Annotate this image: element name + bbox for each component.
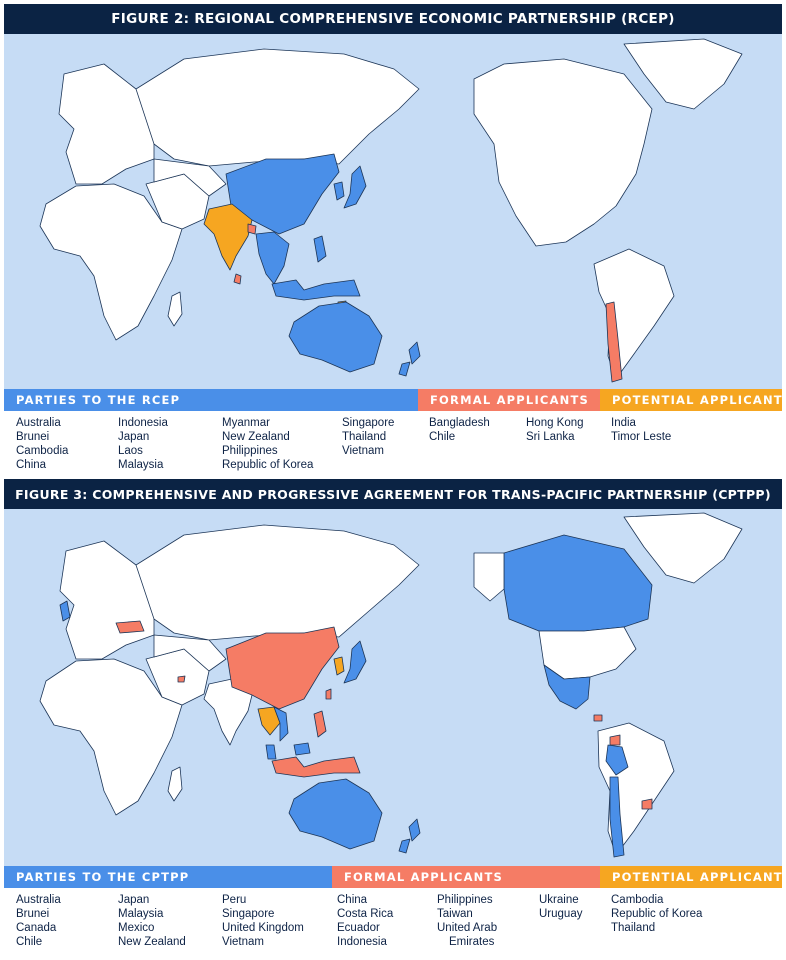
country-label: Brunei — [16, 430, 68, 444]
cptpp-parties-col-2: Japan Malaysia Mexico New Zealand — [118, 893, 186, 949]
rcep-parties-header: PARTIES TO THE RCEP — [4, 389, 418, 411]
country-label: Chile — [429, 430, 490, 444]
cptpp-formal-col-3: Ukraine Uruguay — [539, 893, 582, 921]
country-label: Australia — [16, 416, 68, 430]
rcep-parties-col-4: Singapore Thailand Vietnam — [342, 416, 394, 458]
country-label: Costa Rica — [337, 907, 393, 921]
uruguay — [642, 799, 652, 809]
cptpp-potential-header: POTENTIAL APPLICANTS — [600, 866, 782, 888]
cptpp-map — [4, 509, 782, 866]
ukraine — [116, 621, 144, 633]
cptpp-potential-col-1: Cambodia Republic of Korea Thailand — [611, 893, 702, 935]
rcep-parties-col-2: Indonesia Japan Laos Malaysia — [118, 416, 168, 472]
country-label: Peru — [222, 893, 304, 907]
costa-rica — [594, 715, 602, 721]
cptpp-legend-bands: PARTIES TO THE CPTPP FORMAL APPLICANTS P… — [4, 866, 782, 888]
country-label: Ecuador — [337, 921, 393, 935]
country-label: Japan — [118, 430, 168, 444]
country-label: Cambodia — [16, 444, 68, 458]
country-label: China — [337, 893, 393, 907]
country-label: Malaysia — [118, 458, 168, 472]
cptpp-formal-col-2: Philippines Taiwan United Arab Emirates — [437, 893, 497, 949]
country-label: Indonesia — [118, 416, 168, 430]
cptpp-world-map-svg — [4, 509, 782, 866]
country-label: Vietnam — [222, 935, 304, 949]
country-label: Taiwan — [437, 907, 497, 921]
rcep-potential-header: POTENTIAL APPLICANTS — [600, 389, 782, 411]
country-label: Laos — [118, 444, 168, 458]
country-label: Indonesia — [337, 935, 393, 949]
country-label: New Zealand — [118, 935, 186, 949]
country-label: Japan — [118, 893, 186, 907]
country-label: Canada — [16, 921, 61, 935]
country-label: India — [611, 416, 671, 430]
rcep-parties-col-3: Myanmar New Zealand Philippines Republic… — [222, 416, 313, 472]
figure-3-title: FIGURE 3: COMPREHENSIVE AND PROGRESSIVE … — [4, 479, 782, 509]
cptpp-parties-col-1: Australia Brunei Canada Chile — [16, 893, 61, 949]
country-label: Ukraine — [539, 893, 582, 907]
country-label: Hong Kong — [526, 416, 584, 430]
country-label: Republic of Korea — [222, 458, 313, 472]
country-label: Myanmar — [222, 416, 313, 430]
rcep-parties-col-1: Australia Brunei Cambodia China — [16, 416, 68, 472]
country-label: Bangladesh — [429, 416, 490, 430]
country-label: Vietnam — [342, 444, 394, 458]
rcep-formal-col-2: Hong Kong Sri Lanka — [526, 416, 584, 444]
ecuador — [610, 735, 620, 745]
country-label: New Zealand — [222, 430, 313, 444]
country-label: Republic of Korea — [611, 907, 702, 921]
united-arab-emirates — [178, 676, 185, 682]
country-label: Sri Lanka — [526, 430, 584, 444]
cptpp-parties-col-3: Peru Singapore United Kingdom Vietnam — [222, 893, 304, 949]
country-label: Singapore — [342, 416, 394, 430]
country-label: Uruguay — [539, 907, 582, 921]
country-label: Thailand — [611, 921, 702, 935]
rcep-formal-col-1: Bangladesh Chile — [429, 416, 490, 444]
cptpp-parties-header: PARTIES TO THE CPTPP — [4, 866, 332, 888]
taiwan — [326, 689, 331, 699]
rcep-formal-header: FORMAL APPLICANTS — [418, 389, 600, 411]
figure-2-title: FIGURE 2: REGIONAL COMPREHENSIVE ECONOMI… — [4, 4, 782, 34]
bangladesh — [248, 224, 256, 234]
country-label: United Kingdom — [222, 921, 304, 935]
country-label: China — [16, 458, 68, 472]
country-label: Malaysia — [118, 907, 186, 921]
cptpp-formal-col-1: China Costa Rica Ecuador Indonesia — [337, 893, 393, 949]
country-label: Chile — [16, 935, 61, 949]
country-label: United Arab — [437, 921, 497, 935]
country-label: Philippines — [437, 893, 497, 907]
country-label: Mexico — [118, 921, 186, 935]
rcep-potential-col-1: India Timor Leste — [611, 416, 671, 444]
country-label: Australia — [16, 893, 61, 907]
country-label: Singapore — [222, 907, 304, 921]
country-label: Timor Leste — [611, 430, 671, 444]
rcep-world-map-svg — [4, 34, 782, 389]
country-label: Emirates — [437, 935, 497, 949]
country-label: Thailand — [342, 430, 394, 444]
cptpp-formal-header: FORMAL APPLICANTS — [332, 866, 600, 888]
country-label: Brunei — [16, 907, 61, 921]
rcep-map — [4, 34, 782, 389]
rcep-legend-bands: PARTIES TO THE RCEP FORMAL APPLICANTS PO… — [4, 389, 782, 411]
country-label: Cambodia — [611, 893, 702, 907]
country-label: Philippines — [222, 444, 313, 458]
